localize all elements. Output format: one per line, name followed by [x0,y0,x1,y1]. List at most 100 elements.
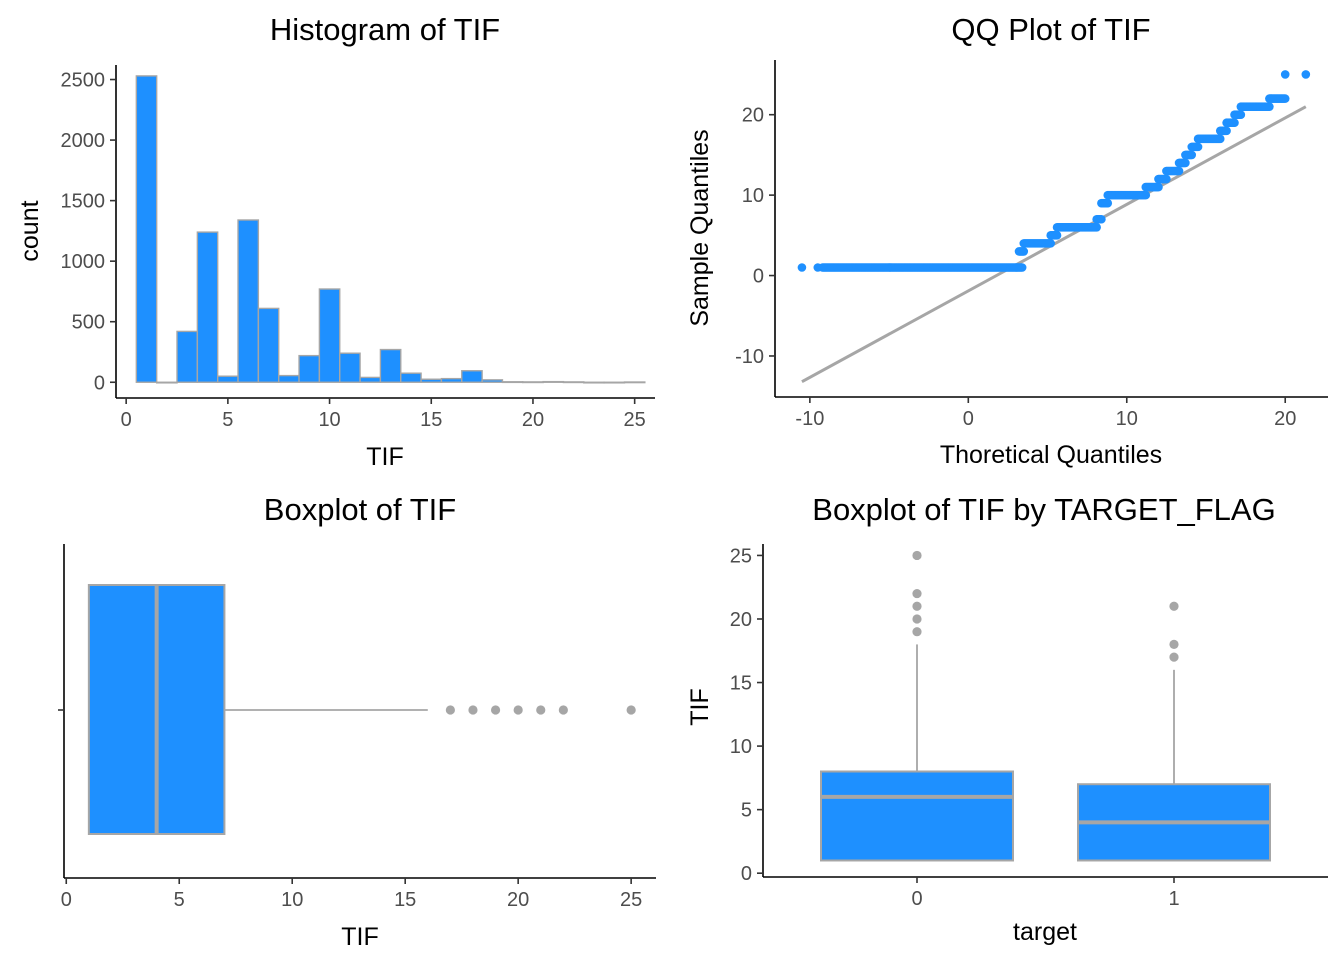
histogram-bar [542,380,565,383]
outlier-point [490,705,501,715]
y-tick-label: 0 [741,863,752,885]
qq-point [1017,263,1027,272]
x-axis-title: TIF [341,923,379,951]
x-tick-label: -10 [795,408,824,430]
outlier-point [536,705,546,715]
y-tick-label: 15 [730,673,752,695]
x-tick-label: 20 [522,409,544,431]
x-tick-label: 10 [281,889,303,911]
y-tick-label: 5 [741,800,752,822]
qq-point [1193,142,1203,152]
histogram-bar [237,219,260,383]
y-tick-label: 10 [742,185,764,207]
chart-title: Boxplot of TIF [264,492,456,527]
histogram-bar [603,381,626,384]
qq-point [1154,182,1163,192]
x-tick-label: 5 [222,409,233,431]
boxplot [87,584,636,835]
qq-point [1174,166,1184,176]
qq-point [1052,231,1062,240]
outlier-point [1169,639,1179,650]
outlier-point [912,550,922,561]
qq-point [1215,134,1225,144]
outlier-point [1169,601,1179,611]
histogram-bar [135,75,158,383]
grouped-boxplots [820,550,1271,862]
chart-title: QQ Plot of TIF [951,12,1150,47]
qq-point [1181,158,1190,168]
x-axis-title: Thoretical Quantiles [940,441,1162,469]
y-tick-label: 2500 [61,70,106,92]
histogram-bar [196,231,219,383]
histogram-bar [278,374,300,383]
histogram-bar [216,375,239,383]
histogram-bar [501,381,524,384]
x-tick-label: 0 [963,408,974,430]
x-tick-label: 20 [507,889,529,911]
outlier-point [513,705,523,715]
x-tick-label: 20 [1274,408,1296,430]
x-axis-title: TIF [366,443,404,471]
histogram-bar [257,307,280,383]
histogram-bar [155,381,178,384]
x-tick-label: 0 [121,409,132,431]
qq-point [1280,70,1290,79]
qq-axes: -10 0 10 20 -10 0 10 20 [735,60,1328,430]
boxplot-panel: Boxplot of TIF TIF 0 5 10 15 20 25 [58,492,656,951]
y-tick-label: 1500 [61,191,106,213]
outlier-point [1169,652,1179,662]
chart-title: Histogram of TIF [270,12,500,47]
histogram-bar [420,378,443,383]
outlier-point [468,705,478,715]
outlier-point [445,705,455,715]
x-tick-label: 0 [61,889,72,911]
histogram-bar [440,377,463,383]
outlier-point [626,705,636,715]
histogram-bar [298,354,321,383]
y-tick-label: 0 [753,266,764,288]
y-axis-title: count [16,200,44,261]
histogram-bar [359,376,382,383]
x-tick-label: 10 [318,409,340,431]
outlier-point [558,705,568,715]
y-tick-label: 20 [742,105,764,127]
histogram-axes: 0 5 10 15 20 25 0 500 1000 1500 2000 2500 [61,65,655,431]
qq-point [1187,150,1197,160]
qq-point [1019,247,1029,256]
outlier-point [912,588,922,599]
x-tick-label: 15 [394,889,416,911]
y-tick-label: 10 [730,736,752,758]
grouped-boxplot-panel: Boxplot of TIF by TARGET_FLAG TIF target… [686,492,1328,946]
x-tick-label: 15 [420,409,442,431]
histogram-bars [135,75,646,384]
histogram-bar [481,379,504,383]
qq-point [1280,94,1290,103]
qq-point [1103,198,1113,208]
histogram-panel: Histogram of TIF count TIF 0 5 10 15 20 25 0 50… [16,12,655,471]
outlier-point [912,601,922,611]
x-tick-label: 5 [174,889,185,911]
box [820,770,1014,862]
y-axis-title: TIF [686,688,714,726]
qq-point [1097,214,1106,224]
qq-point [1141,190,1151,200]
y-tick-label: 1000 [61,251,106,273]
histogram-bar [379,348,402,383]
y-tick-label: 500 [72,312,105,334]
histogram-bar [400,372,422,383]
x-tick-label: 25 [620,889,642,911]
boxplot-axes: 0 5 10 15 20 25 [58,544,656,911]
outlier-point [912,627,922,637]
qq-panel: QQ Plot of TIF Sample Quantiles Thoretic… [686,12,1328,469]
qq-point [1222,126,1231,136]
y-tick-label: 25 [730,545,752,567]
histogram-bar [623,381,646,384]
qq-point [1236,110,1246,119]
histogram-bar [176,330,199,383]
qq-point [1046,239,1056,248]
histogram-bar [318,288,341,383]
chart-title: Boxplot of TIF by TARGET_FLAG [812,492,1275,527]
outlier-point [912,614,922,624]
